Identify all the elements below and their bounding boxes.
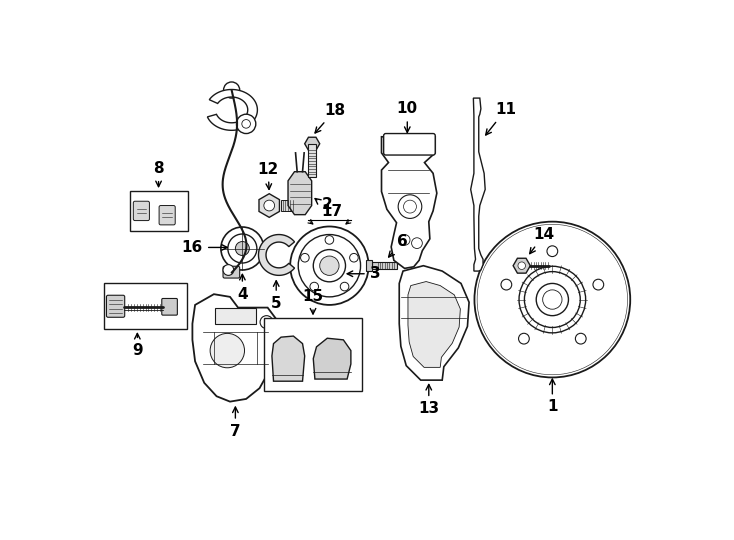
Text: 16: 16 — [182, 240, 228, 255]
Text: 10: 10 — [397, 102, 418, 132]
Circle shape — [236, 241, 250, 255]
Text: 9: 9 — [132, 333, 142, 358]
Text: 7: 7 — [230, 407, 241, 438]
Text: 14: 14 — [530, 227, 555, 254]
Text: 12: 12 — [258, 161, 279, 190]
Circle shape — [398, 195, 422, 218]
Bar — [372, 262, 396, 269]
FancyBboxPatch shape — [106, 295, 125, 318]
Polygon shape — [408, 281, 460, 367]
Bar — [366, 260, 372, 271]
Circle shape — [325, 235, 334, 244]
Polygon shape — [259, 194, 280, 218]
Circle shape — [313, 249, 346, 282]
Circle shape — [320, 256, 339, 275]
FancyBboxPatch shape — [384, 133, 435, 155]
Circle shape — [241, 119, 250, 128]
Text: 5: 5 — [271, 281, 282, 311]
FancyBboxPatch shape — [159, 206, 175, 225]
FancyBboxPatch shape — [134, 201, 150, 220]
Bar — [129, 191, 188, 231]
Polygon shape — [513, 258, 531, 273]
Circle shape — [210, 333, 244, 368]
Bar — [264, 319, 362, 391]
Polygon shape — [399, 266, 469, 380]
Circle shape — [341, 282, 349, 291]
Polygon shape — [272, 336, 305, 381]
Text: 1: 1 — [547, 379, 558, 415]
Bar — [103, 284, 187, 329]
Text: 13: 13 — [418, 384, 440, 416]
Text: 3: 3 — [347, 266, 380, 281]
Bar — [308, 144, 316, 177]
FancyBboxPatch shape — [223, 266, 240, 278]
Polygon shape — [382, 137, 437, 268]
Circle shape — [537, 284, 568, 316]
Circle shape — [518, 333, 529, 344]
Circle shape — [349, 253, 358, 262]
Circle shape — [412, 238, 422, 248]
Text: 15: 15 — [302, 289, 324, 314]
Circle shape — [518, 262, 526, 269]
Polygon shape — [305, 137, 320, 150]
Circle shape — [221, 227, 264, 270]
Circle shape — [399, 234, 410, 245]
Text: 17: 17 — [315, 199, 343, 219]
Text: 18: 18 — [315, 103, 345, 133]
Circle shape — [260, 316, 273, 328]
Circle shape — [575, 333, 586, 344]
Circle shape — [223, 265, 233, 275]
Text: 4: 4 — [237, 274, 247, 302]
Circle shape — [404, 200, 416, 213]
Circle shape — [310, 282, 319, 291]
Polygon shape — [313, 338, 351, 379]
Circle shape — [264, 200, 275, 211]
Polygon shape — [208, 90, 258, 130]
Circle shape — [593, 279, 603, 290]
Polygon shape — [288, 172, 312, 215]
Circle shape — [501, 279, 512, 290]
Circle shape — [224, 82, 240, 98]
Circle shape — [547, 246, 558, 256]
Circle shape — [300, 253, 309, 262]
Polygon shape — [192, 294, 278, 402]
Circle shape — [290, 226, 368, 305]
FancyBboxPatch shape — [161, 299, 178, 315]
Circle shape — [542, 290, 562, 309]
Text: 2: 2 — [321, 198, 332, 213]
Text: 11: 11 — [486, 103, 516, 135]
Bar — [281, 200, 294, 211]
Polygon shape — [258, 234, 294, 275]
Bar — [215, 308, 255, 323]
Text: 8: 8 — [153, 161, 164, 187]
Circle shape — [236, 114, 255, 133]
Polygon shape — [470, 98, 485, 271]
Text: 6: 6 — [388, 234, 407, 257]
Circle shape — [298, 234, 360, 297]
Circle shape — [228, 234, 257, 263]
